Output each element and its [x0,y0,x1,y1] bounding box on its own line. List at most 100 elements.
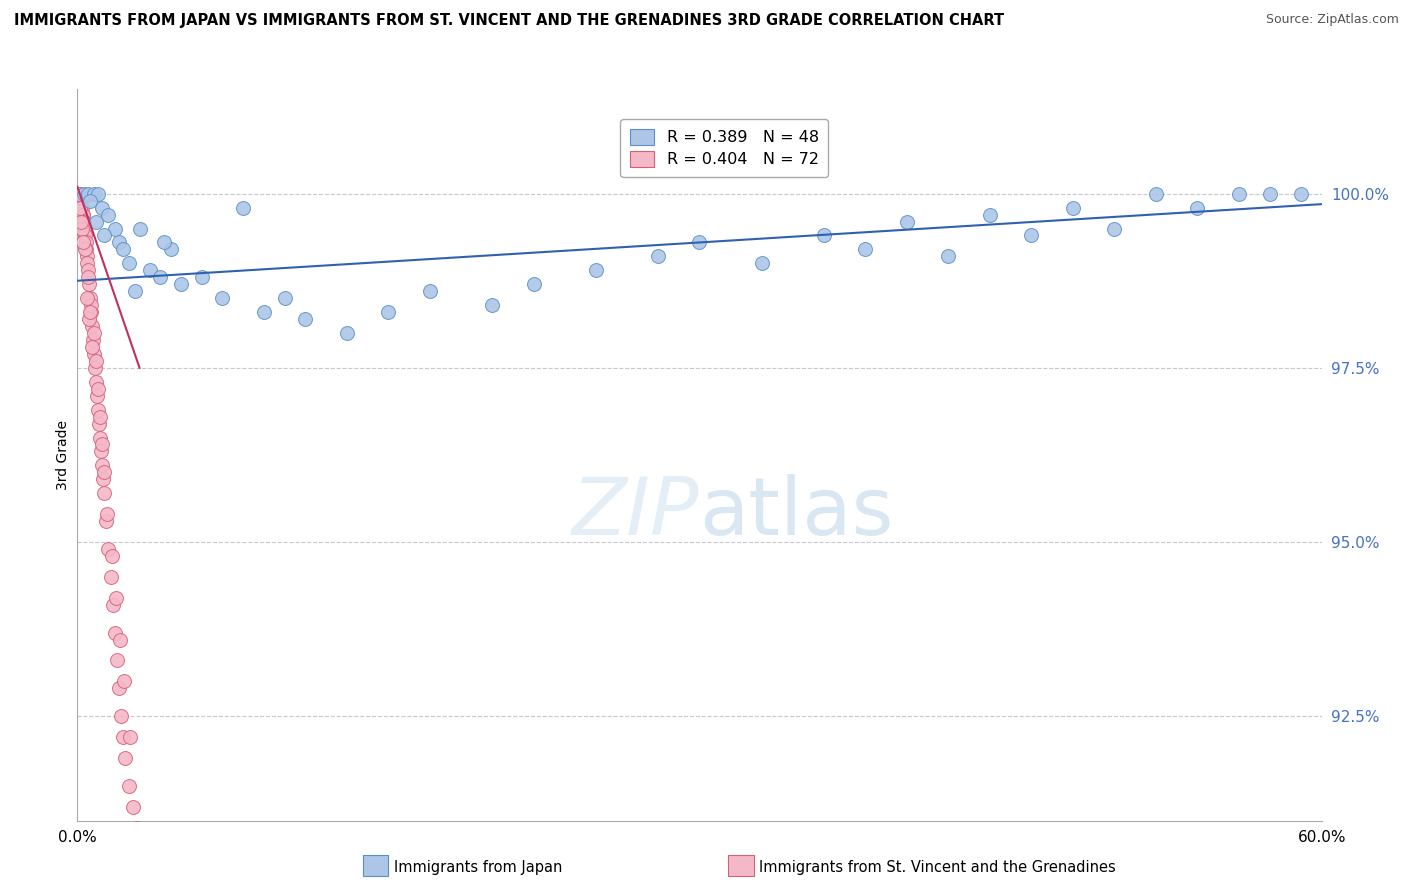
Point [1187,201,1209,215]
Point [1021,228,1043,243]
Point [253,305,276,319]
Point [69,214,91,228]
Point [70,201,93,215]
Point [149,270,172,285]
Point [84,360,107,375]
Point [100,549,122,563]
Point [86,382,108,396]
Point [97,208,120,222]
Point [647,249,669,263]
Point [1289,186,1312,201]
Text: Immigrants from St. Vincent and the Grenadines: Immigrants from St. Vincent and the Gren… [759,860,1116,874]
Point [104,625,127,640]
Point [84,354,107,368]
Text: atlas: atlas [700,475,894,552]
Point [855,243,877,257]
Point [80,298,103,312]
Point [82,340,104,354]
Point [70,194,93,208]
Y-axis label: 3rd Grade: 3rd Grade [56,420,70,490]
Point [69,186,91,201]
Point [69,186,91,201]
Point [76,256,98,270]
Point [122,799,145,814]
Point [86,389,108,403]
Point [108,632,131,647]
Point [1062,201,1084,215]
Point [89,430,111,444]
Point [80,319,103,334]
Point [105,653,128,667]
Point [1144,186,1167,201]
Point [79,194,101,208]
Point [110,709,132,723]
Point [120,730,142,744]
Point [73,221,96,235]
Point [69,201,91,215]
Text: IMMIGRANTS FROM JAPAN VS IMMIGRANTS FROM ST. VINCENT AND THE GRENADINES 3RD GRAD: IMMIGRANTS FROM JAPAN VS IMMIGRANTS FROM… [14,13,1004,29]
Point [73,221,96,235]
Point [73,243,96,257]
Point [979,208,1001,222]
Point [101,598,124,612]
Point [91,201,114,215]
Point [70,201,93,215]
Point [67,186,90,201]
Point [100,570,122,584]
Point [80,305,103,319]
Point [938,249,960,263]
Point [118,256,141,270]
Point [111,243,134,257]
Point [111,730,134,744]
Point [294,312,316,326]
Point [114,751,136,765]
Point [813,228,835,243]
Point [93,466,115,480]
Point [124,284,146,298]
Point [76,263,98,277]
Point [83,326,105,340]
Point [90,444,112,458]
Point [87,186,110,201]
Point [67,186,90,201]
Point [118,779,141,793]
Text: Source: ZipAtlas.com: Source: ZipAtlas.com [1265,13,1399,27]
Point [93,228,115,243]
Point [523,277,546,292]
Point [191,270,214,285]
Point [689,235,711,250]
Point [585,263,607,277]
Legend: R = 0.389   N = 48, R = 0.404   N = 72: R = 0.389 N = 48, R = 0.404 N = 72 [620,120,828,177]
Point [159,243,181,257]
Point [76,186,98,201]
Point [84,214,107,228]
Point [97,541,120,556]
Point [75,228,97,243]
Point [96,507,118,521]
Point [83,186,105,201]
Point [72,235,94,250]
Point [91,472,114,486]
Point [336,326,359,340]
Point [1227,186,1250,201]
Point [83,347,105,361]
Point [170,277,193,292]
Point [90,437,112,451]
Point [211,291,233,305]
Point [77,277,100,292]
Point [481,298,503,312]
Point [87,402,110,417]
Point [79,305,101,319]
Point [274,291,297,305]
Point [91,458,114,473]
Point [108,235,129,250]
Point [1258,186,1281,201]
Point [128,221,150,235]
Point [104,221,127,235]
Point [72,214,94,228]
Point [139,263,162,277]
Point [84,375,107,389]
Point [104,591,127,605]
Point [93,486,115,500]
Point [108,681,129,696]
